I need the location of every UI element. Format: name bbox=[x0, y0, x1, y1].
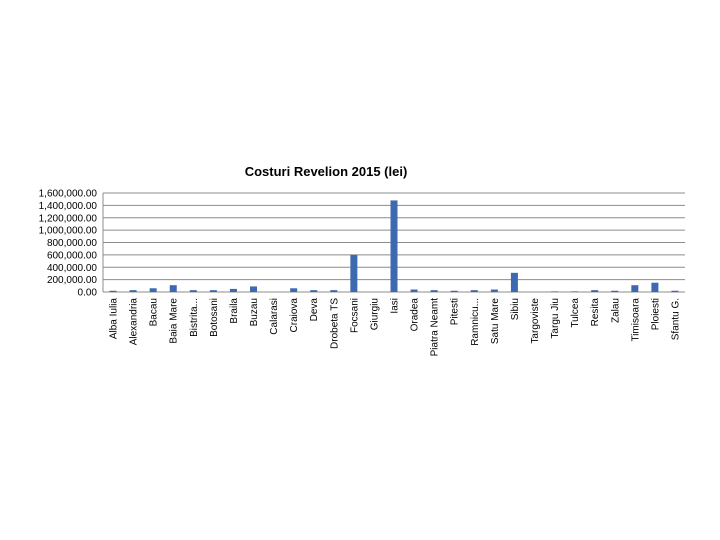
y-tick-label: 1,400,000.00 bbox=[39, 201, 98, 212]
bar bbox=[671, 290, 679, 292]
x-tick-label: Pitesti bbox=[450, 298, 461, 325]
bar bbox=[571, 291, 579, 292]
x-tick-label: Baia Mare bbox=[169, 298, 180, 344]
bar bbox=[551, 291, 559, 292]
x-tick-label: Focsani bbox=[349, 298, 360, 333]
bar bbox=[430, 290, 438, 292]
bar bbox=[149, 288, 157, 292]
bar bbox=[591, 290, 599, 292]
y-tick-label: 0.00 bbox=[78, 288, 98, 299]
x-tick-label: Iasi bbox=[390, 298, 401, 314]
x-tick-label: Zalau bbox=[610, 298, 621, 323]
x-tick-label: Giurgiu bbox=[369, 298, 380, 330]
bar bbox=[651, 282, 659, 292]
y-tick-label: 800,000.00 bbox=[47, 238, 97, 249]
bar bbox=[250, 286, 258, 292]
x-tick-label: Piatra Neamt bbox=[430, 298, 441, 357]
x-tick-label: Buzau bbox=[249, 298, 260, 326]
y-tick-label: 400,000.00 bbox=[47, 263, 97, 274]
chart-title: Costuri Revelion 2015 (lei) bbox=[245, 164, 408, 179]
bar bbox=[290, 288, 298, 292]
x-tick-label: Oradea bbox=[410, 298, 421, 332]
bar bbox=[229, 288, 237, 292]
bar bbox=[310, 290, 318, 292]
bar bbox=[390, 200, 398, 292]
bar bbox=[450, 290, 458, 292]
bar bbox=[611, 290, 619, 292]
bar bbox=[410, 289, 418, 292]
x-tick-label: Bacau bbox=[149, 298, 160, 326]
x-tick-label: Timisoara bbox=[630, 298, 641, 342]
x-tick-label: Tulcea bbox=[570, 298, 581, 328]
x-tick-label: Alexandria bbox=[129, 298, 140, 346]
x-tick-label: Targoviste bbox=[530, 298, 541, 344]
x-tick-label: Calarasi bbox=[269, 298, 280, 335]
x-tick-label: Bistrita... bbox=[189, 298, 200, 337]
bar bbox=[129, 290, 137, 292]
bar bbox=[109, 290, 117, 292]
bar bbox=[350, 254, 358, 292]
bar bbox=[330, 290, 338, 292]
x-tick-label: Alba Iulia bbox=[109, 298, 120, 340]
x-tick-label: Resita bbox=[590, 298, 601, 327]
bar bbox=[510, 272, 518, 292]
x-tick-label: Ramnicu... bbox=[470, 298, 481, 346]
x-tick-label: Sfantu G. bbox=[670, 298, 681, 340]
x-tick-label: Satu Mare bbox=[490, 298, 501, 345]
x-tick-label: Deva bbox=[309, 298, 320, 322]
bar bbox=[209, 290, 217, 292]
y-tick-label: 600,000.00 bbox=[47, 250, 97, 261]
x-tick-label: Braila bbox=[229, 298, 240, 324]
bar bbox=[490, 289, 498, 292]
bar bbox=[470, 290, 478, 292]
x-tick-label: Drobeta TS bbox=[329, 298, 340, 349]
bar bbox=[189, 290, 197, 292]
y-tick-label: 1,200,000.00 bbox=[39, 213, 98, 224]
y-tick-label: 1,000,000.00 bbox=[39, 226, 98, 237]
x-tick-label: Botosani bbox=[209, 298, 220, 337]
x-tick-label: Sibiu bbox=[510, 298, 521, 320]
x-tick-label: Ploiesti bbox=[650, 298, 661, 330]
bar bbox=[169, 285, 177, 292]
y-tick-label: 200,000.00 bbox=[47, 275, 97, 286]
y-tick-label: 1,600,000.00 bbox=[39, 189, 98, 200]
bar bbox=[631, 285, 639, 292]
x-tick-label: Craiova bbox=[289, 298, 300, 333]
x-tick-label: Targu Jiu bbox=[550, 298, 561, 339]
